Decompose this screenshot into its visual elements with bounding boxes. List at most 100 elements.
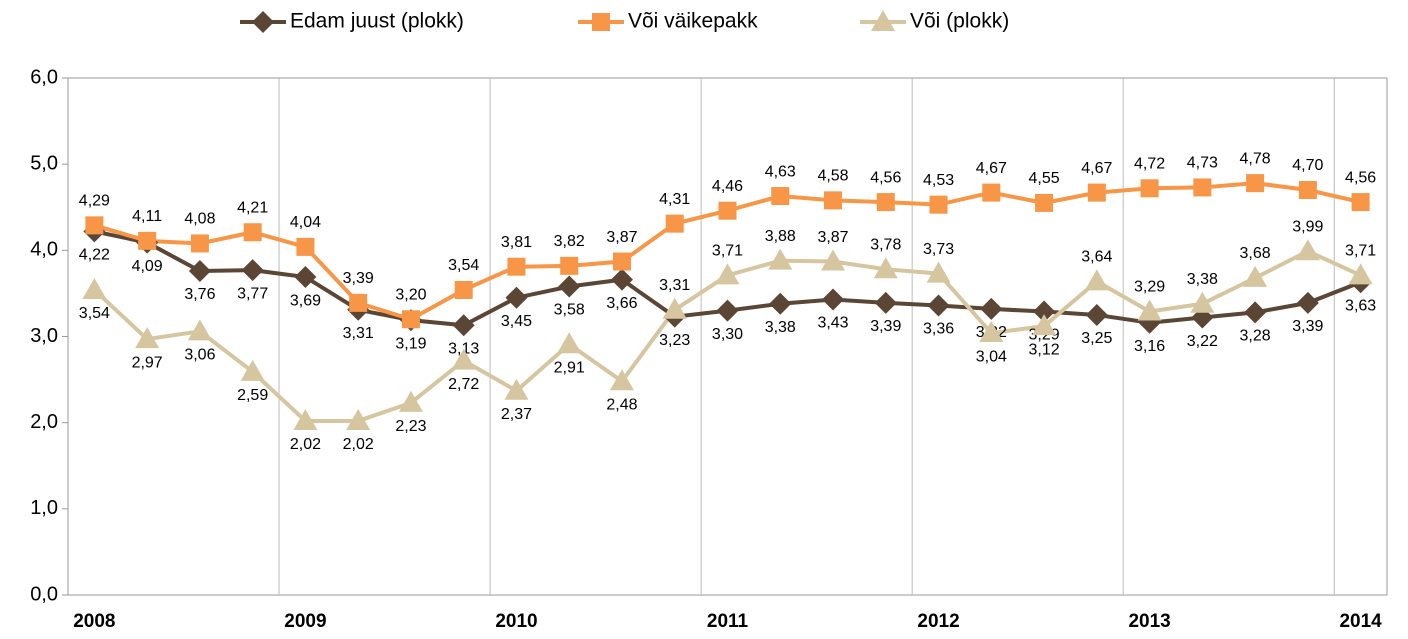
marker [979, 321, 1004, 343]
data-label: 4,09 [132, 258, 163, 275]
data-label: 3,71 [712, 243, 743, 260]
data-label: 2,37 [501, 406, 532, 423]
data-label: 4,70 [1292, 157, 1323, 174]
marker [82, 277, 107, 299]
marker [1190, 291, 1215, 313]
data-label: 3,12 [1028, 341, 1059, 358]
y-tick-label: 5,0 [30, 152, 58, 174]
marker [135, 327, 160, 349]
y-tick-label: 0,0 [30, 583, 58, 605]
data-label: 3,54 [448, 257, 479, 274]
x-tick-label: 2011 [707, 611, 749, 632]
marker [1140, 179, 1159, 198]
marker [240, 359, 265, 381]
marker [926, 261, 951, 283]
data-label: 3,31 [343, 325, 374, 342]
legend-label: Või (plokk) [910, 10, 1009, 33]
legend-label: Edam juust (plokk) [290, 10, 464, 33]
data-label: 4,72 [1134, 156, 1165, 173]
x-tick-label: 2014 [1339, 611, 1382, 632]
marker [982, 183, 1001, 202]
data-label: 4,56 [1345, 169, 1376, 186]
data-label: 3,99 [1292, 218, 1323, 235]
data-label: 3,73 [923, 241, 954, 258]
data-label: 3,19 [395, 335, 426, 352]
data-label: 4,67 [976, 160, 1007, 177]
data-label: 4,04 [290, 214, 321, 231]
marker [821, 249, 846, 271]
data-label: 3,78 [870, 237, 901, 254]
data-label: 3,58 [554, 302, 585, 319]
marker [1351, 193, 1370, 212]
x-tick-label: 2010 [495, 611, 537, 632]
marker [1084, 269, 1109, 291]
marker [1035, 193, 1054, 212]
data-label: 3,88 [765, 228, 796, 245]
marker [876, 193, 895, 212]
marker [771, 187, 790, 206]
data-label: 2,48 [606, 397, 637, 414]
marker [452, 314, 475, 337]
data-label: 4,58 [817, 168, 848, 185]
marker [346, 408, 371, 430]
marker [560, 256, 579, 275]
marker [190, 234, 209, 253]
marker [1032, 314, 1057, 336]
data-label: 3,16 [1134, 338, 1165, 355]
data-label: 3,28 [1240, 328, 1271, 345]
y-tick-label: 2,0 [30, 411, 58, 433]
data-label: 3,23 [659, 332, 690, 349]
data-label: 4,53 [923, 172, 954, 189]
data-label: 3,25 [1081, 330, 1112, 347]
y-tick-label: 3,0 [30, 325, 58, 347]
marker [873, 257, 898, 279]
data-label: 3,36 [923, 321, 954, 338]
marker [557, 332, 582, 354]
data-label: 3,82 [554, 233, 585, 250]
marker [822, 288, 845, 311]
marker [1295, 239, 1320, 261]
data-label: 2,97 [132, 354, 163, 371]
data-label: 3,68 [1240, 245, 1271, 262]
data-label: 4,21 [237, 199, 268, 216]
data-label: 3,39 [343, 270, 374, 287]
data-label: 4,73 [1187, 155, 1218, 172]
data-label: 4,55 [1028, 170, 1059, 187]
marker [401, 310, 420, 329]
marker [187, 319, 212, 341]
marker [252, 11, 274, 33]
data-label: 3,22 [1187, 333, 1218, 350]
marker [610, 268, 633, 291]
marker [927, 294, 950, 317]
y-tick-label: 6,0 [30, 66, 58, 88]
data-label: 3,20 [395, 286, 426, 303]
data-label: 4,31 [659, 191, 690, 208]
marker [1296, 291, 1319, 314]
x-tick-label: 2013 [1128, 611, 1170, 632]
marker [824, 191, 843, 210]
data-label: 3,06 [184, 347, 215, 364]
marker [558, 275, 581, 298]
data-label: 3,64 [1081, 249, 1112, 266]
data-label: 3,30 [712, 326, 743, 343]
marker [715, 263, 740, 285]
data-label: 3,43 [817, 315, 848, 332]
data-label: 3,38 [1187, 271, 1218, 288]
y-tick-label: 4,0 [30, 239, 58, 261]
data-label: 4,08 [184, 211, 215, 228]
data-label: 3,29 [1134, 279, 1165, 296]
data-label: 3,45 [501, 313, 532, 330]
data-label: 4,67 [1081, 160, 1112, 177]
data-label: 2,72 [448, 376, 479, 393]
marker [451, 348, 476, 370]
marker [241, 259, 264, 282]
x-tick-label: 2009 [284, 611, 326, 632]
marker [1085, 303, 1108, 326]
data-label: 2,02 [343, 436, 374, 453]
x-tick-label: 2008 [73, 611, 115, 632]
data-label: 4,29 [79, 193, 110, 210]
data-label: 2,91 [554, 359, 585, 376]
marker [505, 286, 528, 309]
marker [1246, 174, 1265, 193]
